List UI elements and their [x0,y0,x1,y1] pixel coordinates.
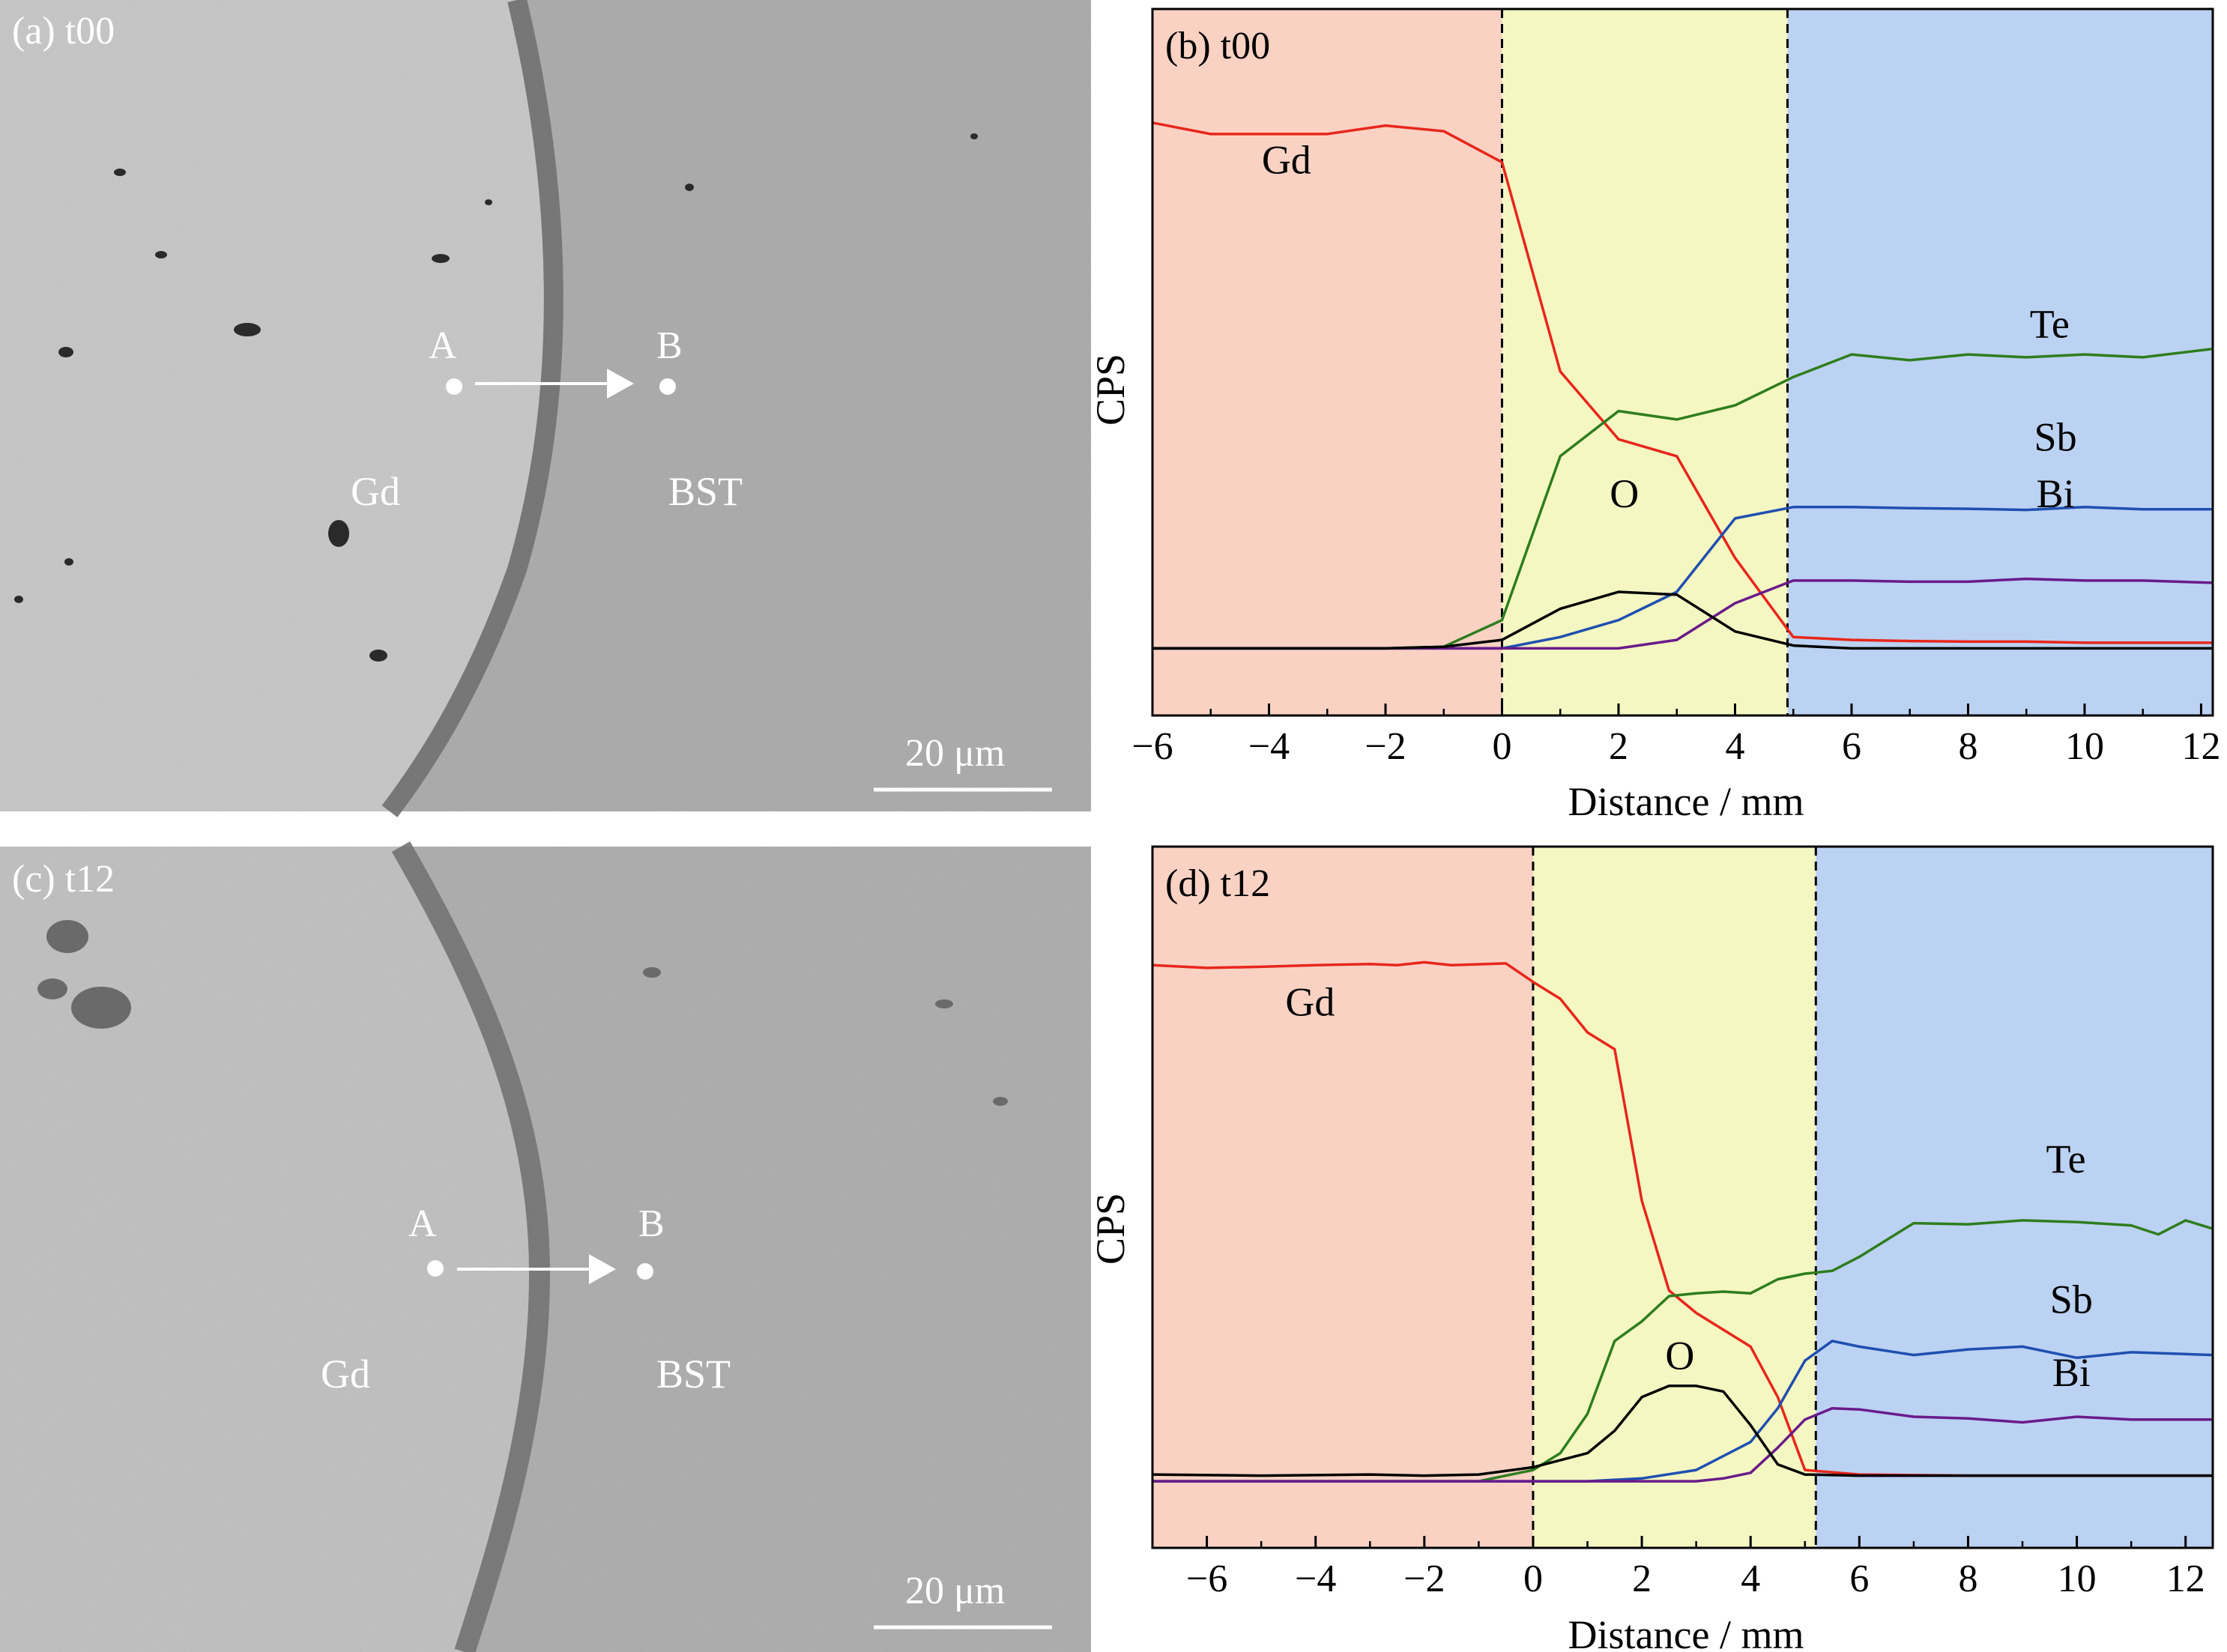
x-tick-label: 6 [1842,725,1861,768]
point-b-label: B [656,324,683,367]
chart-d-xlabel: Distance / mm [1568,1612,1804,1652]
chart-b-xlabel: Distance / mm [1568,779,1804,824]
series-label-o: O [1665,1333,1694,1378]
series-label-gd: Gd [1262,138,1311,183]
zone-interface [1502,9,1788,715]
x-tick-label: −6 [1186,1558,1227,1600]
point-a-marker [427,1260,444,1277]
series-te-line [1152,1219,2214,1483]
x-tick-label: −4 [1248,725,1290,768]
point-a-label: A [429,324,457,367]
x-tick-label: −2 [1365,725,1406,768]
x-tick-label: 12 [2181,725,2220,768]
region-right-label: BST [656,1352,731,1397]
point-a-label: A [408,1202,437,1245]
x-tick-label: 0 [1492,725,1511,768]
series-label-o: O [1610,471,1639,516]
series-gd-line [1152,121,2213,644]
series-label-bi: Bi [2037,471,2075,516]
sem-panel-a: (a) t00 A B Gd BST 20 μm [0,0,1091,817]
series-label-te: Te [2030,301,2070,346]
x-tick-label: 8 [1958,1558,1977,1600]
chart-d: −6 −4 −2 0 2 4 6 8 10 12 Gd Te Sb Bi O (d) t12 CPS Di… [1088,845,2214,1652]
chart-d-ylabel: CPS [1088,1193,1133,1265]
x-tick-label: 12 [2166,1558,2205,1600]
x-tick-label: 6 [1849,1558,1869,1600]
sem-panel-c: (c) t12 A B Gd BST 20 μm [0,841,1091,1652]
zone-gd [1152,9,1502,715]
region-right-label: BST [668,469,743,514]
panel-a-label: (a) t00 [12,10,115,52]
zone-bst [1816,847,2213,1548]
point-b-label: B [638,1202,665,1245]
series-label-sb: Sb [2034,414,2077,459]
chart-b: −6 −4 −2 0 2 4 6 8 10 12 Gd Te Sb Bi O (b) t00 CPS Di… [1088,7,2220,824]
x-tick-label: 4 [1725,725,1744,768]
x-tick-label: 8 [1958,725,1977,768]
series-bi-line [1152,577,2214,650]
x-tick-label: 2 [1609,725,1628,768]
chart-b-label: (b) t00 [1165,25,1270,67]
point-b-marker [637,1263,653,1280]
series-label-te: Te [2046,1137,2085,1181]
zone-bst [1787,9,2213,715]
point-b-marker [659,378,676,395]
scale-bar-label: 20 μm [905,732,1005,775]
x-tick-label: −6 [1131,725,1173,768]
chart-b-ylabel: CPS [1088,354,1133,426]
x-tick-label: 4 [1741,1558,1760,1600]
series-label-gd: Gd [1285,980,1335,1025]
x-tick-label: 0 [1523,1558,1543,1600]
series-gd-line [1152,960,2213,1477]
plot-frame [1151,845,2214,1549]
series-bi-line [1152,1406,2213,1483]
panel-c-label: (c) t12 [12,858,115,901]
zone-interface [1532,847,1816,1548]
region-left-label: Gd [321,1352,370,1397]
region-left-label: Gd [351,469,400,514]
chart-d-label: (d) t12 [1165,862,1270,905]
series-o-line [1152,590,2213,650]
scale-bar-label: 20 μm [905,1570,1005,1612]
series-o-line [1152,1385,2213,1477]
dark-spots [37,920,1008,1106]
series-label-bi: Bi [2052,1350,2091,1395]
zone-gd [1152,847,1533,1548]
dark-spots [14,133,978,662]
plot-frame [1151,7,2214,717]
x-tick-label: −2 [1403,1558,1445,1600]
x-tick-label: 10 [2058,1558,2097,1600]
x-tick-label: 2 [1632,1558,1652,1600]
series-label-sb: Sb [2050,1277,2093,1322]
x-tick-label: 10 [2065,725,2104,768]
x-tick-label: −4 [1295,1558,1336,1600]
point-a-marker [446,378,462,395]
